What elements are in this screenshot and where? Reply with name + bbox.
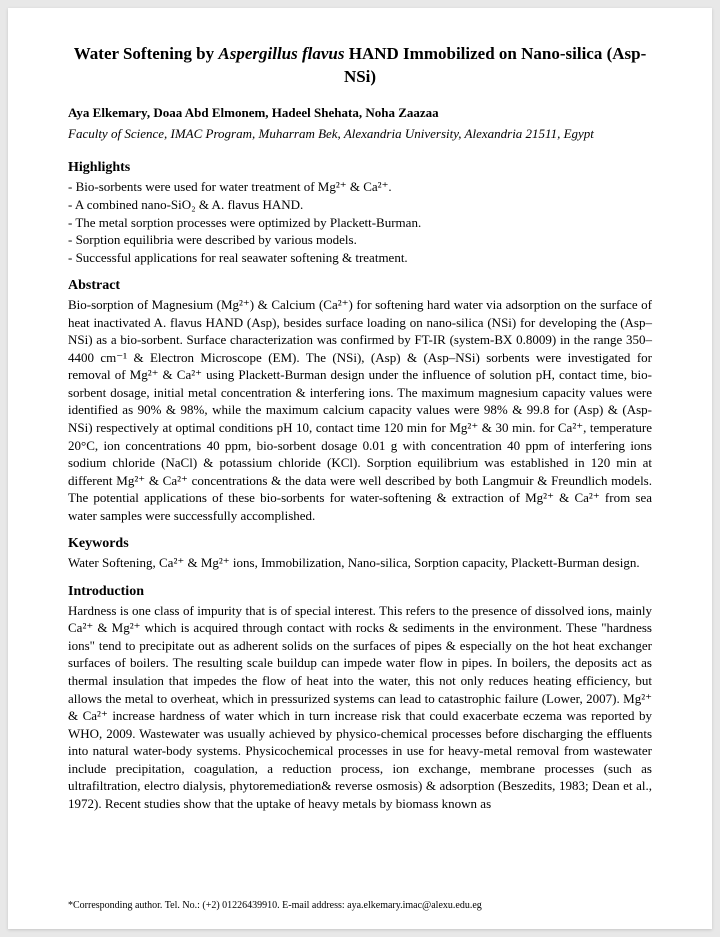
highlight-item: - Successful applications for real seawa…: [68, 249, 652, 267]
abstract-heading: Abstract: [68, 278, 652, 294]
paper-title: Water Softening by Aspergillus flavus HA…: [68, 43, 652, 89]
corresponding-author-footnote: *Corresponding author. Tel. No.: (+2) 01…: [68, 900, 652, 911]
keywords-heading: Keywords: [68, 536, 652, 552]
highlight-item: - Sorption equilibria were described by …: [68, 231, 652, 249]
introduction-heading: Introduction: [68, 584, 652, 600]
authors-line: Aya Elkemary, Doaa Abd Elmonem, Hadeel S…: [68, 105, 652, 121]
abstract-body: Bio-sorption of Magnesium (Mg²⁺) & Calci…: [68, 296, 652, 524]
title-post: HAND Immobilized on Nano-silica (Asp-NSi…: [344, 44, 646, 86]
title-italic: Aspergillus flavus: [218, 44, 344, 63]
affiliation-line: Faculty of Science, IMAC Program, Muharr…: [68, 125, 652, 143]
highlight-item: - The metal sorption processes were opti…: [68, 214, 652, 232]
keywords-body: Water Softening, Ca²⁺ & Mg²⁺ ions, Immob…: [68, 554, 652, 572]
title-pre: Water Softening by: [74, 44, 219, 63]
highlight-item: - Bio-sorbents were used for water treat…: [68, 178, 652, 196]
highlight-item: - A combined nano-SiO₂ & A. flavus HAND.: [68, 196, 652, 214]
highlights-heading: Highlights: [68, 160, 652, 176]
introduction-body: Hardness is one class of impurity that i…: [68, 602, 652, 813]
paper-page: Water Softening by Aspergillus flavus HA…: [8, 8, 712, 929]
highlights-list: - Bio-sorbents were used for water treat…: [68, 178, 652, 266]
